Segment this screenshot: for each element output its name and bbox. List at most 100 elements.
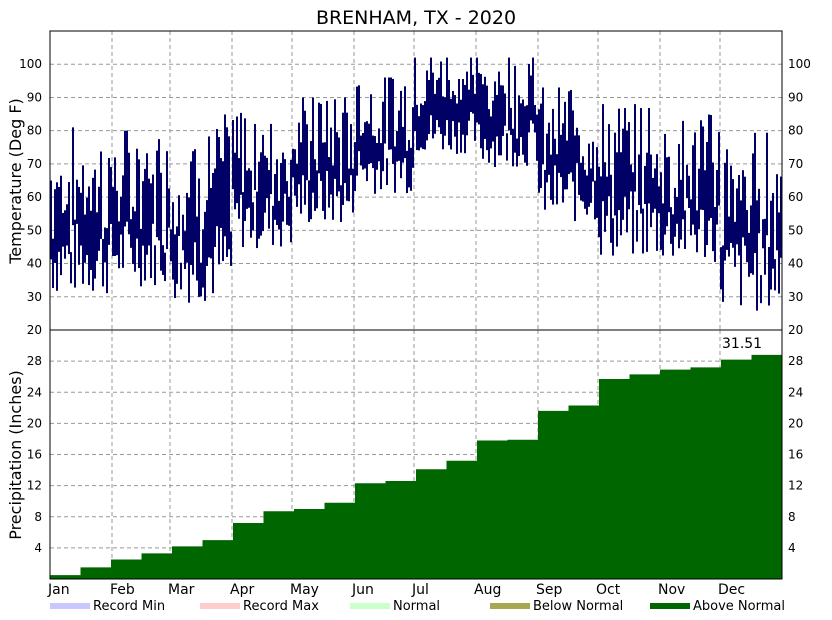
temperature-day-bar — [364, 122, 366, 169]
temperature-day-bar — [402, 126, 404, 163]
temperature-day-bar — [778, 212, 780, 294]
temperature-day-bar — [410, 147, 412, 191]
temperature-tick-label: 40 — [27, 257, 42, 271]
month-label: Dec — [718, 582, 745, 598]
temperature-day-bar — [208, 136, 210, 258]
temperature-day-bar — [418, 116, 420, 151]
temperature-day-bar — [612, 218, 614, 256]
temperature-day-bar — [780, 176, 782, 258]
temperature-day-bar — [68, 182, 70, 255]
temperature-day-bar — [672, 214, 674, 256]
temperature-day-bar — [372, 135, 374, 169]
temperature-day-bar — [762, 219, 764, 249]
temperature-day-bar — [480, 74, 482, 149]
temperature-day-bar — [88, 186, 90, 286]
month-label: Feb — [110, 582, 135, 598]
temperature-day-bar — [84, 214, 86, 263]
legend-swatch — [490, 603, 530, 609]
temperature-day-bar — [326, 100, 328, 171]
temperature-day-bar — [470, 57, 472, 113]
temperature-day-bar — [234, 152, 236, 210]
temperature-day-bar — [438, 77, 440, 128]
temperature-day-bar — [108, 157, 110, 245]
temperature-day-bar — [546, 133, 548, 183]
temperature-day-bar — [266, 157, 268, 199]
temperature-day-bar — [722, 245, 724, 302]
temperature-day-bar — [90, 210, 92, 270]
temperature-day-bar — [128, 152, 130, 235]
temperature-day-bar — [124, 130, 126, 227]
temperature-day-bar — [676, 196, 678, 224]
temperature-day-bar — [168, 188, 170, 228]
temperature-day-bar — [382, 101, 384, 172]
temperature-day-bar — [652, 177, 654, 213]
temperature-day-bar — [536, 114, 538, 161]
temperature-day-bar — [252, 202, 254, 231]
temperature-day-bar — [654, 168, 656, 209]
temperature-day-bar — [550, 154, 552, 200]
temperature-day-bar — [678, 143, 680, 249]
temperature-tick-label: 40 — [788, 257, 803, 271]
temperature-day-bar — [276, 159, 278, 226]
temperature-tick-label: 80 — [788, 124, 803, 138]
temperature-day-bar — [440, 61, 442, 134]
temperature-day-bar — [696, 210, 698, 253]
temperature-day-bar — [244, 118, 246, 221]
temperature-day-bar — [528, 63, 530, 133]
temperature-day-bar — [256, 191, 258, 249]
temperature-day-bar — [530, 75, 532, 121]
temperature-day-bar — [114, 157, 116, 256]
temperature-day-bar — [216, 128, 218, 227]
temperature-day-bar — [344, 97, 346, 184]
temperature-day-bar — [708, 114, 710, 221]
temperature-day-bar — [118, 221, 120, 269]
temperature-day-bar — [420, 103, 422, 148]
month-label: Aug — [474, 582, 501, 598]
temperature-day-bar — [352, 168, 354, 213]
temperature-day-bar — [634, 104, 636, 192]
temperature-day-bar — [210, 187, 212, 259]
temperature-tick-label: 50 — [788, 223, 803, 237]
temperature-day-bar — [566, 140, 568, 190]
temperature-day-bar — [650, 154, 652, 228]
temperature-day-bar — [292, 148, 294, 178]
temperature-day-bar — [560, 134, 562, 178]
temperature-day-bar — [204, 211, 206, 301]
month-label: May — [290, 582, 319, 598]
temperature-day-bar — [342, 112, 344, 205]
temperature-day-bar — [182, 214, 184, 251]
temperature-day-bar — [540, 103, 542, 188]
precipitation-tick-label: 4 — [788, 541, 796, 555]
temperature-day-bar — [80, 192, 82, 246]
temperature-day-bar — [592, 141, 594, 182]
temperature-day-bar — [674, 187, 676, 237]
temperature-day-bar — [510, 107, 512, 135]
temperature-day-bar — [574, 135, 576, 222]
temperature-day-bar — [288, 196, 290, 226]
temperature-day-bar — [78, 186, 80, 265]
temperature-day-bar — [726, 149, 728, 250]
temperature-day-bar — [446, 57, 448, 121]
temperature-day-bar — [202, 229, 204, 288]
temperature-tick-label: 30 — [27, 290, 42, 304]
temperature-day-bar — [544, 169, 546, 210]
temperature-day-bar — [64, 210, 66, 259]
temperature-day-bar — [736, 188, 738, 245]
temperature-day-bar — [492, 100, 494, 142]
temperature-day-bar — [104, 227, 106, 263]
temperature-day-bar — [422, 105, 424, 150]
precipitation-panel-frame — [49, 329, 783, 580]
temperature-day-bar — [82, 165, 84, 284]
precipitation-tick-label: 12 — [27, 479, 42, 493]
temperature-day-bar — [328, 157, 330, 208]
temperature-day-bar — [558, 87, 560, 173]
temperature-day-bar — [260, 152, 262, 236]
temperature-day-bar — [356, 86, 358, 176]
temperature-day-bar — [716, 170, 718, 225]
temperature-day-bar — [146, 153, 148, 255]
temperature-day-bar — [434, 93, 436, 134]
temperature-day-bar — [388, 77, 390, 150]
temperature-day-bar — [610, 174, 612, 243]
temperature-day-bar — [218, 137, 220, 265]
temperature-day-bar — [404, 86, 406, 159]
